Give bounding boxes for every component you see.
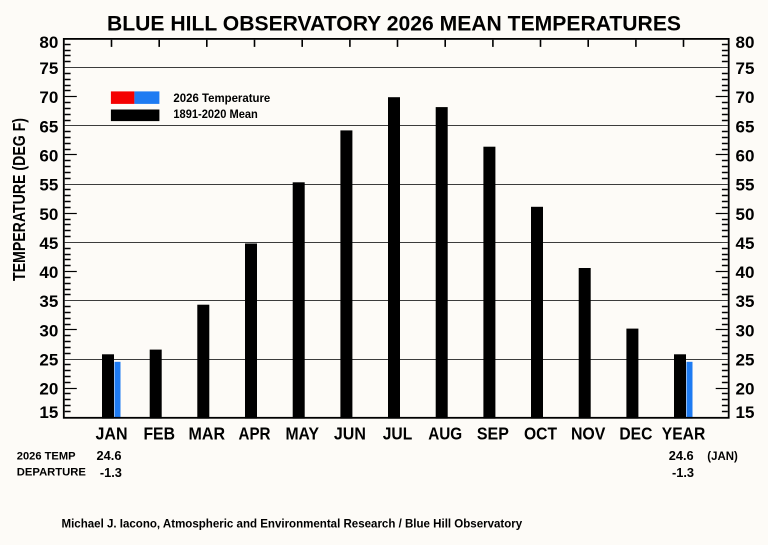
- svg-text:30: 30: [39, 321, 58, 340]
- svg-text:TEMPERATURE (DEG F): TEMPERATURE (DEG F): [9, 118, 29, 281]
- svg-text:70: 70: [39, 88, 58, 107]
- svg-text:NOV: NOV: [571, 424, 606, 444]
- svg-text:25: 25: [736, 351, 755, 370]
- svg-text:35: 35: [736, 292, 755, 311]
- svg-text:80: 80: [39, 33, 58, 52]
- svg-text:BLUE HILL OBSERVATORY 2026 MEA: BLUE HILL OBSERVATORY 2026 MEAN TEMPERAT…: [107, 11, 681, 35]
- svg-text:60: 60: [736, 147, 755, 166]
- svg-text:SEP: SEP: [477, 424, 509, 444]
- svg-text:20: 20: [736, 380, 755, 399]
- svg-text:60: 60: [39, 147, 58, 166]
- svg-text:MAY: MAY: [285, 424, 319, 444]
- svg-text:JUL: JUL: [383, 424, 413, 444]
- svg-text:-1.3: -1.3: [100, 465, 122, 480]
- svg-text:(JAN): (JAN): [707, 449, 738, 463]
- svg-text:30: 30: [736, 321, 755, 340]
- svg-text:JAN: JAN: [96, 424, 128, 444]
- svg-text:24.6: 24.6: [97, 448, 122, 463]
- svg-text:1891-2020 Mean: 1891-2020 Mean: [173, 109, 257, 121]
- svg-text:15: 15: [736, 403, 755, 422]
- svg-text:JUN: JUN: [334, 424, 366, 444]
- svg-text:65: 65: [39, 117, 58, 136]
- svg-text:Michael J. Iacono, Atmospheric: Michael J. Iacono, Atmospheric and Envir…: [62, 517, 523, 531]
- svg-text:70: 70: [736, 88, 755, 107]
- svg-text:45: 45: [39, 234, 58, 253]
- svg-text:2026 TEMP: 2026 TEMP: [17, 450, 76, 462]
- svg-text:50: 50: [736, 205, 755, 224]
- svg-text:YEAR: YEAR: [662, 424, 706, 444]
- svg-text:25: 25: [39, 351, 58, 370]
- svg-text:FEB: FEB: [143, 424, 175, 444]
- svg-text:DEC: DEC: [619, 424, 652, 444]
- svg-text:65: 65: [736, 117, 755, 136]
- svg-text:55: 55: [736, 176, 755, 195]
- svg-text:50: 50: [39, 205, 58, 224]
- svg-text:24.6: 24.6: [669, 448, 694, 463]
- svg-text:APR: APR: [239, 424, 271, 444]
- svg-text:80: 80: [736, 33, 755, 52]
- svg-text:2026 Temperature: 2026 Temperature: [173, 93, 270, 105]
- svg-text:OCT: OCT: [524, 424, 557, 444]
- svg-text:40: 40: [39, 263, 58, 282]
- svg-text:DEPARTURE: DEPARTURE: [17, 467, 86, 479]
- svg-text:55: 55: [39, 176, 58, 195]
- svg-text:15: 15: [39, 403, 58, 422]
- svg-text:35: 35: [39, 292, 58, 311]
- svg-text:40: 40: [736, 263, 755, 282]
- svg-text:-1.3: -1.3: [672, 465, 694, 480]
- svg-text:75: 75: [736, 59, 755, 78]
- svg-text:45: 45: [736, 234, 755, 253]
- svg-text:AUG: AUG: [428, 424, 462, 444]
- svg-text:MAR: MAR: [189, 424, 226, 444]
- svg-text:20: 20: [39, 380, 58, 399]
- svg-text:75: 75: [39, 59, 58, 78]
